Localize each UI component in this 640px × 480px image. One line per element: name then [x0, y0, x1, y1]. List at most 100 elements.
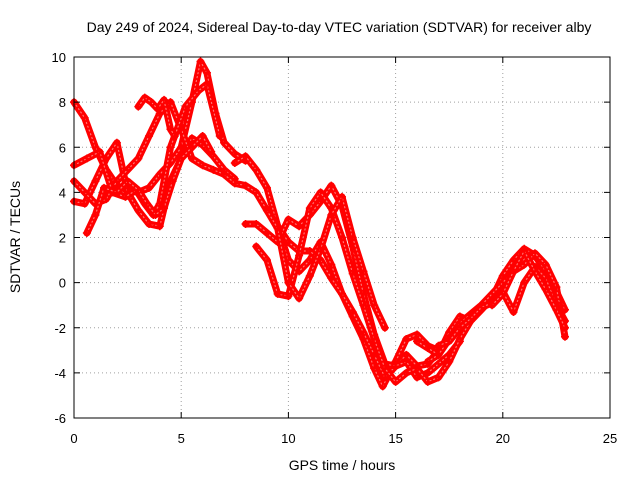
data-point [80, 188, 89, 197]
data-point [348, 233, 357, 242]
data-point [466, 314, 475, 323]
data-point [359, 328, 368, 337]
series-trace-11 [262, 192, 389, 332]
y-tick-label: 2 [59, 231, 66, 246]
x-tick-label: 20 [496, 431, 510, 446]
data-point [112, 138, 121, 147]
data-point [295, 294, 304, 303]
data-point [181, 102, 190, 111]
data-point [177, 154, 186, 163]
data-point [370, 335, 379, 344]
data-point [423, 357, 432, 366]
data-point [220, 138, 229, 147]
data-point [560, 323, 569, 332]
data-point [252, 242, 261, 251]
data-point [402, 350, 411, 359]
data-point [338, 192, 346, 201]
data-point [295, 251, 304, 260]
data-point [327, 260, 336, 269]
data-point [82, 154, 91, 163]
data-point [380, 323, 389, 332]
data-point [95, 147, 104, 156]
data-point [153, 104, 162, 113]
data-point [338, 233, 346, 242]
x-tick-label: 15 [388, 431, 402, 446]
series-marker-texture [73, 137, 236, 227]
series-line [263, 193, 389, 332]
x-tick-label: 5 [178, 431, 185, 446]
data-point [252, 219, 261, 228]
data-point [241, 181, 250, 190]
data-point [520, 260, 529, 269]
data-point [509, 307, 518, 316]
x-tick-label: 0 [70, 431, 77, 446]
data-point [488, 289, 497, 298]
data-point [423, 368, 432, 377]
data-point [80, 113, 89, 122]
data-point [391, 377, 400, 386]
data-point [305, 204, 314, 213]
x-tick-label: 25 [603, 431, 617, 446]
data-point [455, 323, 464, 332]
data-point [112, 188, 121, 197]
series-marker-texture [266, 196, 386, 329]
y-axis-label: SDTVAR / TECUs [7, 181, 23, 293]
data-point [284, 278, 293, 287]
data-point [91, 143, 100, 152]
data-point [198, 131, 207, 140]
data-point [142, 199, 151, 208]
y-tick-label: -2 [54, 321, 66, 336]
data-point [121, 192, 130, 201]
data-point [380, 373, 389, 382]
data-point [82, 228, 91, 237]
series-marker-texture [491, 250, 566, 329]
data-point [284, 292, 293, 301]
data-point [230, 150, 239, 159]
y-tick-label: 0 [59, 276, 66, 291]
data-point [305, 271, 314, 280]
data-point [316, 188, 325, 197]
data-point [230, 179, 239, 188]
data-point [445, 357, 454, 366]
data-point [359, 301, 368, 310]
data-point [80, 199, 89, 208]
series-line [83, 132, 215, 237]
y-tick-label: -6 [54, 411, 66, 426]
data-point [262, 256, 271, 265]
y-tick-label: 6 [59, 140, 66, 155]
data-point [552, 305, 561, 314]
data-point [327, 181, 336, 190]
data-point [187, 154, 196, 163]
data-point [520, 247, 529, 256]
series-trace-15 [488, 247, 569, 332]
data-point [220, 170, 229, 179]
data-point [434, 373, 443, 382]
axis-ticks: 0 5 10 15 20 25 -6 -4 -2 0 2 4 6 8 10 [52, 50, 618, 446]
data-series-group [70, 57, 569, 391]
data-point [187, 134, 196, 143]
data-point [187, 143, 196, 152]
data-point [498, 289, 507, 298]
data-point [316, 244, 325, 253]
data-point [160, 204, 169, 213]
data-point [560, 332, 569, 341]
data-point [91, 177, 100, 186]
data-point [530, 267, 539, 276]
data-point [423, 377, 432, 386]
data-point [455, 335, 464, 344]
data-point [434, 359, 443, 368]
series-line [488, 247, 569, 332]
y-tick-label: 8 [59, 95, 66, 110]
data-point [327, 274, 336, 283]
data-point [134, 206, 143, 215]
data-point [273, 224, 282, 233]
data-point [134, 102, 143, 111]
series-marker-texture [255, 191, 472, 383]
data-point [145, 219, 154, 228]
data-point [552, 283, 561, 292]
data-point [123, 165, 132, 174]
data-point [284, 215, 293, 224]
series-trace-6 [134, 93, 179, 140]
y-tick-label: -4 [54, 366, 66, 381]
